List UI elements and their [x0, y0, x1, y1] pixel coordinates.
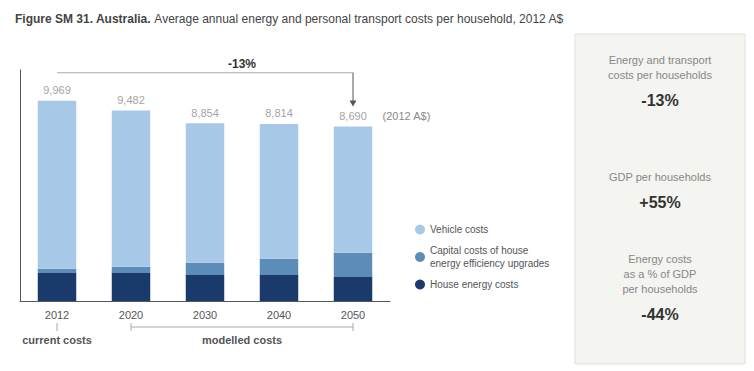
svg-text:Vehicle costs: Vehicle costs: [430, 224, 488, 235]
svg-text:House energy costs: House energy costs: [430, 279, 518, 290]
svg-text:as a % of GDP: as a % of GDP: [624, 268, 697, 280]
svg-text:9,969: 9,969: [43, 84, 71, 96]
svg-text:2020: 2020: [119, 309, 143, 321]
svg-text:2012: 2012: [45, 309, 69, 321]
svg-text:Average annual energy and pers: Average annual energy and personal trans…: [154, 12, 563, 26]
svg-text:Energy and transport: Energy and transport: [609, 54, 712, 66]
svg-text:2040: 2040: [267, 309, 291, 321]
svg-text:2050: 2050: [341, 309, 365, 321]
svg-text:modelled costs: modelled costs: [202, 334, 282, 346]
svg-text:GDP per households: GDP per households: [609, 171, 711, 183]
svg-text:Energy costs: Energy costs: [628, 253, 692, 265]
svg-text:8,690: 8,690: [339, 110, 367, 122]
svg-text:energy efficiency upgrades: energy efficiency upgrades: [430, 258, 549, 269]
svg-text:current costs: current costs: [22, 334, 92, 346]
svg-text:-13%: -13%: [228, 57, 256, 71]
svg-text:8,814: 8,814: [265, 107, 293, 119]
svg-text:-44%: -44%: [641, 306, 678, 323]
svg-text:8,854: 8,854: [191, 107, 219, 119]
svg-text:(2012 A$): (2012 A$): [383, 110, 431, 122]
svg-text:Figure SM 31. Australia.: Figure SM 31. Australia.: [15, 12, 151, 26]
svg-text:costs per households: costs per households: [608, 69, 712, 81]
svg-text:Capital costs of house: Capital costs of house: [430, 245, 529, 256]
svg-text:2030: 2030: [193, 309, 217, 321]
svg-text:9,482: 9,482: [117, 94, 145, 106]
svg-text:+55%: +55%: [639, 194, 680, 211]
svg-text:-13%: -13%: [641, 92, 678, 109]
svg-text:per households: per households: [622, 283, 698, 295]
